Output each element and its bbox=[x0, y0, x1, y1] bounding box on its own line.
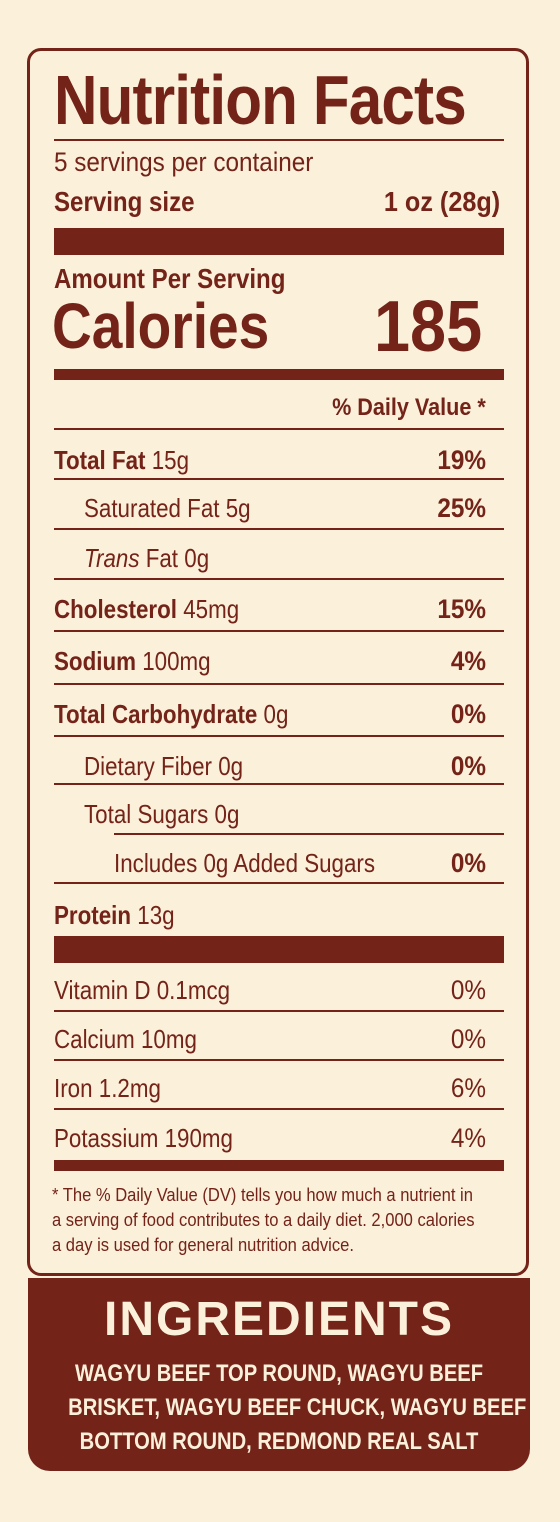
vitamin-row-vitamin-d: Vitamin D 0.1mcg bbox=[54, 977, 230, 1003]
vitamin-dv: 0% bbox=[450, 975, 486, 1005]
divider bbox=[54, 735, 504, 737]
nutrient-name: Cholesterol bbox=[54, 594, 178, 624]
nutrient-name: Fat bbox=[145, 543, 179, 573]
nutrient-row-total-carbohydrate: Total Carbohydrate 0g bbox=[54, 701, 288, 727]
divider bbox=[54, 882, 504, 884]
nutrient-name: Includes 0g Added Sugars bbox=[114, 848, 376, 878]
nutrient-dv: 25% bbox=[437, 493, 486, 523]
nutrient-row-total-fat: Total Fat 15g bbox=[54, 447, 189, 473]
nutrient-row-added-sugars: Includes 0g Added Sugars bbox=[114, 850, 375, 876]
nutrient-dv: 4% bbox=[450, 646, 486, 676]
vitamin-amount: 10mg bbox=[140, 1024, 197, 1054]
nutrient-amount: 100mg bbox=[142, 646, 211, 676]
nutrition-facts-panel: Nutrition Facts 5 servings per container… bbox=[27, 48, 529, 1276]
vitamin-dv: 0% bbox=[450, 1024, 486, 1054]
nutrition-title: Nutrition Facts bbox=[54, 61, 467, 139]
nutrient-row-dietary-fiber: Dietary Fiber 0g bbox=[84, 753, 243, 779]
serving-size-label: Serving size bbox=[54, 186, 195, 217]
nutrient-amount: 0g bbox=[218, 751, 244, 781]
divider bbox=[54, 578, 504, 580]
vitamin-dv: 6% bbox=[450, 1073, 486, 1103]
nutrient-amount: 5g bbox=[225, 493, 251, 523]
vitamin-row-calcium: Calcium 10mg bbox=[54, 1026, 197, 1052]
divider bbox=[114, 833, 504, 835]
nutrient-name: Sodium bbox=[54, 646, 136, 676]
vitamin-name: Vitamin D bbox=[54, 975, 151, 1005]
vitamin-name: Calcium bbox=[54, 1024, 135, 1054]
nutrient-row-trans-fat: Trans Fat 0g bbox=[84, 545, 209, 571]
nutrient-name: Total Carbohydrate bbox=[54, 699, 258, 729]
vitamin-amount: 0.1mcg bbox=[156, 975, 231, 1005]
nutrient-name: Total Fat bbox=[54, 445, 146, 475]
vitamin-name: Iron bbox=[54, 1073, 93, 1103]
calories-label: Calories bbox=[52, 290, 270, 362]
nutrient-row-total-sugars: Total Sugars 0g bbox=[84, 801, 239, 827]
nutrient-dv: 0% bbox=[450, 848, 486, 878]
nutrient-row-sodium: Sodium 100mg bbox=[54, 648, 211, 674]
vitamin-name: Potassium bbox=[54, 1123, 159, 1153]
amount-per-serving: Amount Per Serving bbox=[54, 263, 286, 294]
divider bbox=[54, 528, 504, 530]
servings-per-container: 5 servings per container bbox=[54, 147, 314, 177]
thick-divider bbox=[54, 228, 504, 255]
divider bbox=[54, 1108, 504, 1110]
nutrient-row-cholesterol: Cholesterol 45mg bbox=[54, 596, 239, 622]
nutrient-name: Protein bbox=[54, 900, 132, 930]
vitamin-amount: 190mg bbox=[164, 1123, 233, 1153]
daily-value-footnote: * The % Daily Value (DV) tells you how m… bbox=[52, 1185, 475, 1255]
divider bbox=[54, 1059, 504, 1061]
ingredients-line: WAGYU BEEF TOP ROUND, WAGYU BEEF bbox=[74, 1360, 484, 1387]
calories-value: 185 bbox=[373, 287, 482, 367]
divider bbox=[54, 428, 504, 430]
nutrient-amount: 45mg bbox=[183, 594, 240, 624]
ingredients-banner: INGREDIENTS WAGYU BEEF TOP ROUND, WAGYU … bbox=[28, 1278, 530, 1471]
nutrient-name-italic: Trans bbox=[84, 543, 140, 573]
ingredients-line: BRISKET, WAGYU BEEF CHUCK, WAGYU BEEF bbox=[68, 1394, 527, 1421]
ingredients-title: INGREDIENTS bbox=[103, 1293, 455, 1346]
nutrient-amount: 0g bbox=[184, 543, 210, 573]
nutrient-amount: 0g bbox=[214, 799, 240, 829]
nutrient-dv: 15% bbox=[437, 594, 486, 624]
nutrient-dv: 0% bbox=[450, 751, 486, 781]
medium-divider bbox=[54, 1160, 504, 1171]
divider bbox=[54, 783, 504, 785]
medium-divider bbox=[54, 369, 504, 380]
divider bbox=[54, 683, 504, 685]
vitamin-dv: 4% bbox=[450, 1123, 486, 1153]
divider bbox=[54, 478, 504, 480]
divider bbox=[54, 139, 504, 141]
vitamin-row-potassium: Potassium 190mg bbox=[54, 1125, 233, 1151]
divider bbox=[54, 630, 504, 632]
nutrient-name: Total Sugars bbox=[84, 799, 209, 829]
nutrient-dv: 19% bbox=[437, 445, 486, 475]
nutrient-name: Dietary Fiber bbox=[84, 751, 212, 781]
divider bbox=[54, 1010, 504, 1012]
ingredients-line: BOTTOM ROUND, REDMOND REAL SALT bbox=[79, 1428, 479, 1455]
vitamin-row-iron: Iron 1.2mg bbox=[54, 1075, 161, 1101]
vitamin-amount: 1.2mg bbox=[98, 1073, 161, 1103]
thick-divider bbox=[54, 936, 504, 963]
nutrient-row-protein: Protein 13g bbox=[54, 902, 175, 928]
nutrient-name: Saturated Fat bbox=[84, 493, 220, 523]
nutrient-amount: 0g bbox=[263, 699, 289, 729]
serving-size-value: 1 oz (28g) bbox=[383, 186, 500, 217]
daily-value-header: % Daily Value * bbox=[332, 394, 486, 421]
nutrient-amount: 13g bbox=[137, 900, 175, 930]
nutrient-row-saturated-fat: Saturated Fat 5g bbox=[84, 495, 251, 521]
nutrient-amount: 15g bbox=[151, 445, 190, 475]
nutrient-dv: 0% bbox=[450, 699, 486, 729]
